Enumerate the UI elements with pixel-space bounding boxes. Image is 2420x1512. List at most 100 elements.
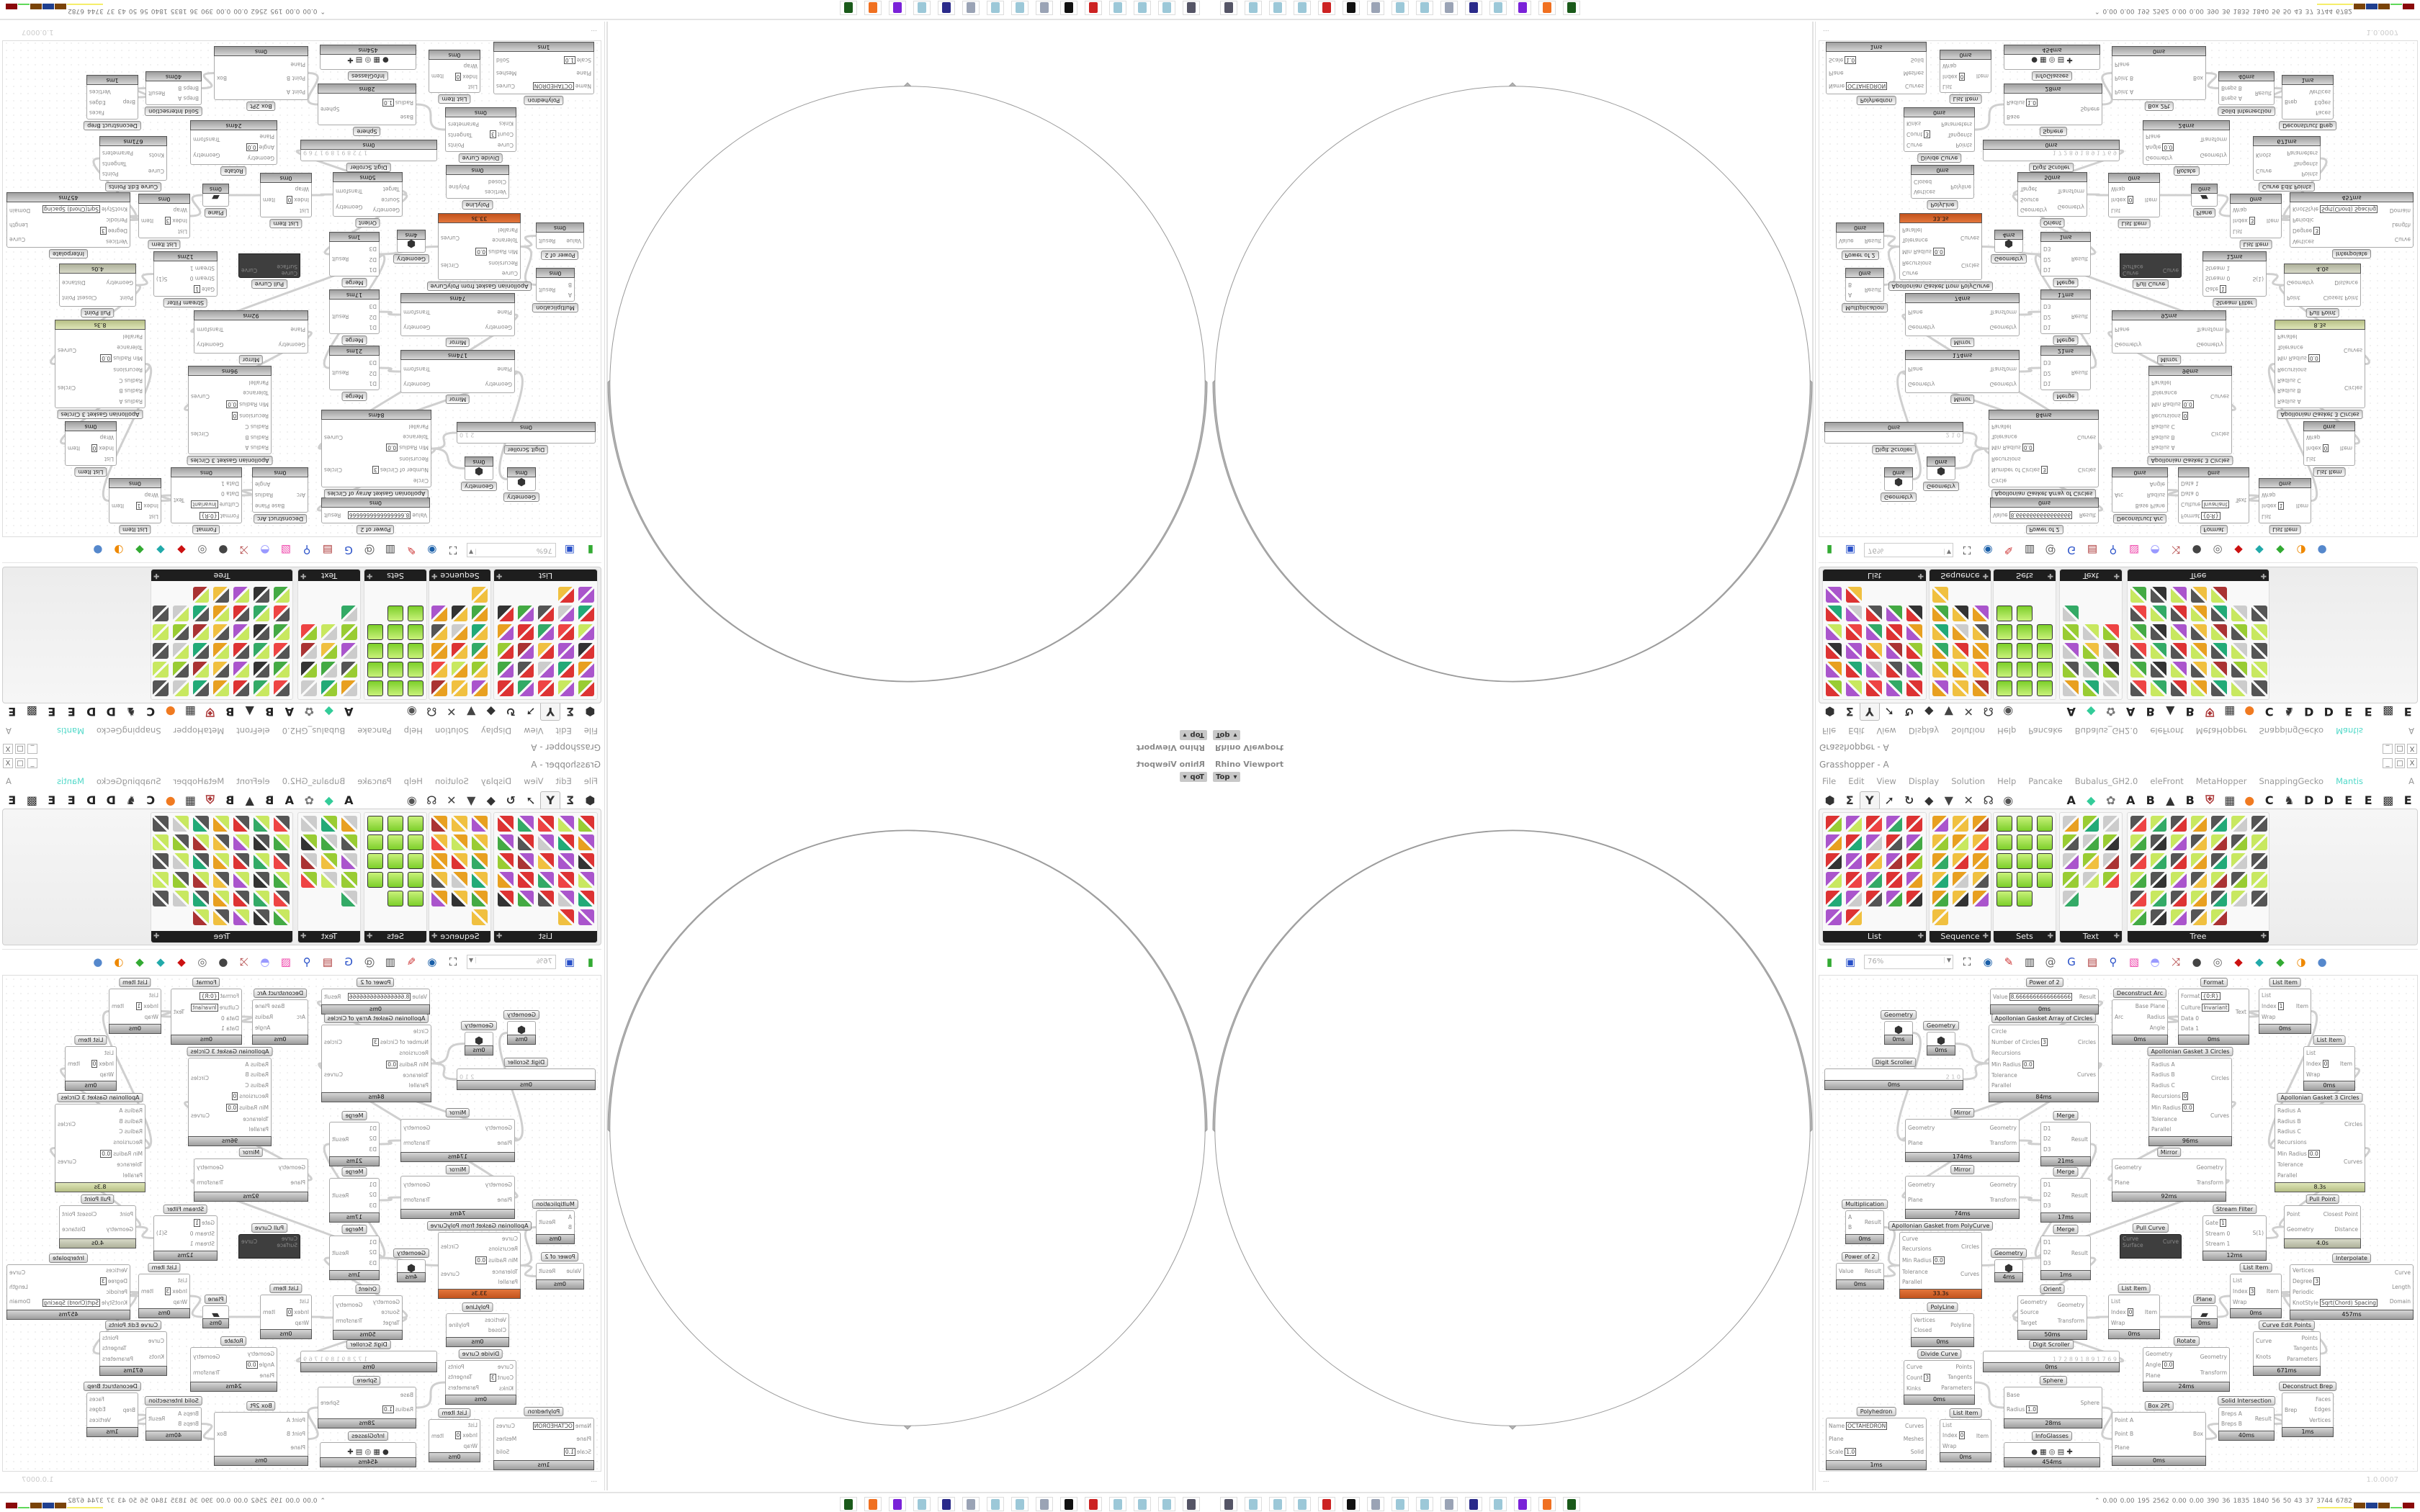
input-param[interactable]: List: [2306, 1049, 2316, 1056]
output-param[interactable]: Transform: [2196, 326, 2223, 333]
input-param[interactable]: Data 0: [2181, 1014, 2200, 1022]
output-param[interactable]: Result: [2071, 369, 2088, 377]
component-icon[interactable]: [153, 606, 169, 621]
component-apollonian-gasket-3-circles[interactable]: Apollonian Gasket 3 Circles Radius A Radiu…: [187, 1047, 273, 1146]
output-param[interactable]: Result: [2254, 1416, 2272, 1422]
input-param[interactable]: Wrap: [2233, 1298, 2247, 1305]
ribbon-group-label[interactable]: List ✚: [1823, 931, 1926, 942]
output-param[interactable]: Curves: [496, 83, 516, 90]
component-icon[interactable]: [2211, 662, 2227, 678]
param-value[interactable]: 3: [372, 466, 379, 474]
notepad-icon[interactable]: [1489, 1497, 1507, 1511]
purple-app-icon[interactable]: [889, 1, 906, 15]
component-icon[interactable]: [472, 643, 488, 659]
input-param[interactable]: Curve: [1902, 1235, 1919, 1242]
input-param[interactable]: Wrap: [144, 491, 158, 498]
menu-item-pancake[interactable]: Pancake: [2028, 726, 2063, 736]
menu-item-file[interactable]: File: [583, 776, 598, 786]
input-param[interactable]: Plane: [1829, 1436, 1844, 1442]
output-param[interactable]: Base Plane: [2135, 503, 2165, 509]
component-icon[interactable]: [274, 606, 290, 621]
component-icon[interactable]: [2251, 606, 2267, 621]
menu-item-elefront[interactable]: eleFront: [2150, 726, 2184, 736]
component-digit-scroller[interactable]: Digit Scroller 1 7 2 8 9 1 8 9 1 7 6 9 0ms: [300, 140, 437, 172]
output-param[interactable]: Closest Point: [2323, 294, 2358, 301]
input-param[interactable]: Tolerance: [243, 1115, 269, 1122]
output-param[interactable]: Angle: [2149, 1025, 2165, 1031]
output-param[interactable]: Circles: [58, 1120, 76, 1128]
blue-sphere-icon[interactable]: ●: [93, 955, 103, 968]
menu-item-metahopper[interactable]: MetaHopper: [2195, 726, 2247, 736]
chevron-down-icon[interactable]: ▼: [469, 549, 477, 556]
input-param[interactable]: B: [1848, 1224, 1852, 1231]
component-icon[interactable]: [2171, 680, 2187, 696]
input-param[interactable]: D1: [2043, 380, 2051, 387]
tab-d[interactable]: D: [2304, 793, 2314, 807]
component-icon[interactable]: [518, 624, 534, 640]
component-icon[interactable]: [301, 853, 317, 869]
component-icon[interactable]: [2231, 853, 2247, 869]
param-value[interactable]: 0: [1958, 72, 1966, 81]
output-param[interactable]: Base Plane: [255, 503, 285, 509]
param-value[interactable]: {0:R}: [200, 512, 219, 521]
input-param[interactable]: Parallel: [498, 1279, 518, 1286]
vector-arrow-icon[interactable]: ➚: [526, 705, 536, 719]
component-pull-curve[interactable]: Pull Curve Curve Surface Curve: [238, 253, 300, 289]
input-param[interactable]: D2: [369, 1192, 377, 1199]
red-gem-icon[interactable]: ◆: [2234, 544, 2243, 557]
input-param[interactable]: Tolerance: [1991, 1071, 2017, 1079]
output-param[interactable]: Curves: [2076, 1071, 2096, 1078]
orange-circle-icon[interactable]: ●: [2244, 705, 2255, 719]
param-value[interactable]: 0.0: [2162, 143, 2174, 152]
input-param[interactable]: Stream 1: [189, 1241, 215, 1248]
component-icon[interactable]: [518, 643, 534, 659]
output-param[interactable]: Radius: [255, 492, 274, 498]
output-param[interactable]: Result: [148, 90, 166, 96]
param-value[interactable]: 0: [2182, 412, 2189, 420]
param-value[interactable]: 0.0: [475, 1256, 488, 1264]
teal-shape-icon[interactable]: ◆: [2255, 544, 2264, 557]
output-param[interactable]: Item: [2144, 1308, 2157, 1315]
component-apollonian-gasket-3-circles[interactable]: Apollonian Gasket 3 Circles Radius A Radiu…: [2147, 1047, 2233, 1146]
save-icon[interactable]: ▣: [564, 544, 575, 557]
menu-item-view[interactable]: View: [524, 726, 544, 736]
input-param[interactable]: List: [2111, 207, 2121, 215]
input-param[interactable]: Value: [1839, 1268, 1854, 1274]
input-param[interactable]: Curve: [497, 1363, 514, 1370]
tab-d[interactable]: D: [2323, 705, 2334, 719]
component-icon[interactable]: [2191, 834, 2207, 850]
input-param[interactable]: List: [299, 207, 309, 215]
component-icon[interactable]: [1886, 624, 1902, 640]
input-param[interactable]: Value8.6666666666666666: [347, 992, 427, 1001]
input-param[interactable]: Geometry: [1908, 1182, 1935, 1188]
component-icon[interactable]: [1886, 853, 1902, 869]
component-icon[interactable]: [254, 680, 269, 696]
search-icon[interactable]: ⚲: [302, 544, 311, 557]
input-param[interactable]: List: [2233, 228, 2243, 235]
component-geometry[interactable]: Geometry ⬢ 4ms: [1991, 1248, 2027, 1282]
input-param[interactable]: D1: [2043, 1238, 2051, 1246]
component-deconstruct-brep[interactable]: Deconstruct Brep Brep Faces Edges Vertices 1m…: [2279, 1382, 2336, 1437]
cluster-icon[interactable]: ▥: [2024, 544, 2035, 557]
input-param[interactable]: D2: [369, 369, 377, 377]
input-param[interactable]: Curve: [501, 270, 518, 277]
input-param[interactable]: Breps A: [2221, 1410, 2242, 1417]
param-value[interactable]: 0.0: [2182, 400, 2194, 408]
component-icon[interactable]: [2083, 643, 2099, 659]
output-param[interactable]: Curves: [191, 1112, 210, 1120]
tab-b[interactable]: B: [2146, 793, 2155, 807]
output-param[interactable]: Curve: [9, 1269, 26, 1277]
output-param[interactable]: Result: [2071, 1135, 2088, 1143]
output-param[interactable]: Parameters: [2287, 149, 2318, 156]
notepad-icon[interactable]: [1134, 1, 1151, 15]
component-icon[interactable]: [274, 624, 290, 640]
tab-d[interactable]: D: [2304, 705, 2314, 719]
component-digit-scroller[interactable]: Digit Scroller 2 1 0 0ms: [1824, 422, 1963, 454]
